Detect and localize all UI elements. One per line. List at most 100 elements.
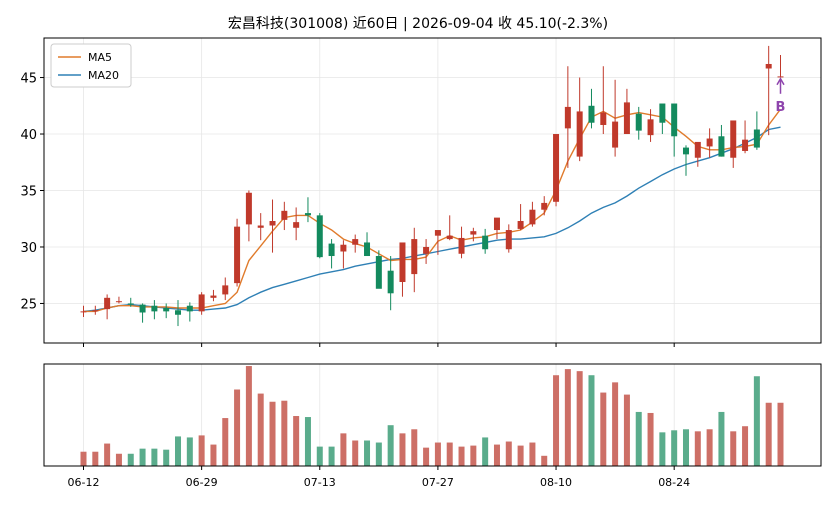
candle-body	[529, 209, 536, 225]
volume-bar	[340, 433, 347, 466]
candle-body	[777, 76, 784, 78]
candle	[777, 54, 784, 78]
buy-marker-label: B	[776, 100, 786, 115]
candle-body	[470, 231, 477, 235]
candle-body	[564, 106, 571, 129]
candle	[505, 224, 512, 253]
candle	[210, 289, 217, 302]
candle-body	[765, 63, 772, 69]
xtick-label: 07-13	[304, 476, 336, 489]
volume-bar	[175, 436, 182, 466]
candle	[245, 190, 252, 242]
candle	[742, 120, 749, 154]
xtick-label: 06-12	[68, 476, 100, 489]
candle-body	[541, 202, 548, 210]
volume-bar	[151, 448, 158, 466]
volume-bar	[198, 435, 205, 466]
xtick-label: 08-24	[658, 476, 690, 489]
volume-bar	[222, 418, 229, 466]
candle	[186, 302, 193, 322]
volume-bar	[682, 429, 689, 466]
volume-bar	[210, 444, 217, 466]
legend-box	[50, 43, 132, 88]
legend-label: MA5	[88, 51, 112, 64]
candle-body	[423, 246, 430, 254]
candle	[387, 256, 394, 311]
volume-bar	[706, 429, 713, 466]
volume-frame	[43, 363, 822, 467]
volume-bar	[257, 393, 264, 466]
volume-bar	[316, 446, 323, 466]
volume-bar	[635, 411, 642, 466]
candle	[493, 217, 500, 240]
volume-bar	[493, 444, 500, 466]
candle	[458, 226, 465, 259]
candle	[470, 227, 477, 242]
candle	[529, 201, 536, 227]
candle-body	[234, 226, 241, 284]
volume-bar	[753, 376, 760, 466]
volume-bar	[328, 446, 335, 466]
candle	[352, 234, 359, 253]
candle	[257, 213, 264, 241]
candle-body	[718, 136, 725, 157]
candle	[541, 196, 548, 216]
volume-bar	[92, 451, 99, 466]
candle	[671, 103, 678, 157]
candle	[198, 292, 205, 315]
price-ytick-label: 40	[20, 128, 37, 143]
candle-body	[635, 113, 642, 131]
volume-bar	[576, 371, 583, 466]
candle	[753, 111, 760, 150]
candle-body	[623, 102, 630, 135]
volume-bar	[399, 433, 406, 466]
volume-bar	[245, 366, 252, 466]
candle-body	[482, 235, 489, 250]
volume-bar	[694, 431, 701, 466]
candle	[706, 128, 713, 158]
volume-bar	[718, 411, 725, 466]
candle	[269, 199, 276, 253]
volume-bar	[671, 430, 678, 466]
candle	[588, 88, 595, 129]
candle	[718, 124, 725, 157]
volume-bar	[529, 442, 536, 466]
volume-bar	[588, 375, 595, 466]
volume-bar	[600, 392, 607, 466]
volume-bar	[742, 426, 749, 466]
candle-body	[517, 221, 524, 229]
legend-label: MA20	[88, 69, 119, 82]
candle-body	[600, 112, 607, 125]
candle-body	[446, 235, 453, 240]
candle-body	[730, 120, 737, 158]
volume-bar	[364, 440, 371, 466]
volume-bar	[352, 440, 359, 466]
candle	[612, 79, 619, 157]
candle-body	[493, 217, 500, 231]
candle	[517, 204, 524, 231]
candle	[564, 66, 571, 168]
candle	[364, 232, 371, 257]
candle-body	[210, 295, 217, 298]
volume-bar	[623, 394, 630, 466]
candle-body	[411, 239, 418, 275]
candle-body	[328, 243, 335, 257]
candle-body	[80, 311, 87, 313]
volume-bar	[446, 442, 453, 466]
candle-body	[612, 121, 619, 148]
volume-bar	[434, 442, 441, 466]
price-ytick-label: 30	[20, 241, 37, 256]
candle-body	[340, 244, 347, 252]
candle-body	[375, 256, 382, 289]
candle	[765, 45, 772, 136]
legend: MA5 MA20	[50, 43, 132, 88]
candle	[281, 201, 288, 231]
candle	[600, 66, 607, 135]
candle	[104, 294, 111, 320]
candle	[434, 230, 441, 255]
candle-body	[588, 105, 595, 123]
candle	[647, 109, 654, 142]
candle-body	[257, 225, 264, 228]
candle-body	[553, 134, 560, 202]
